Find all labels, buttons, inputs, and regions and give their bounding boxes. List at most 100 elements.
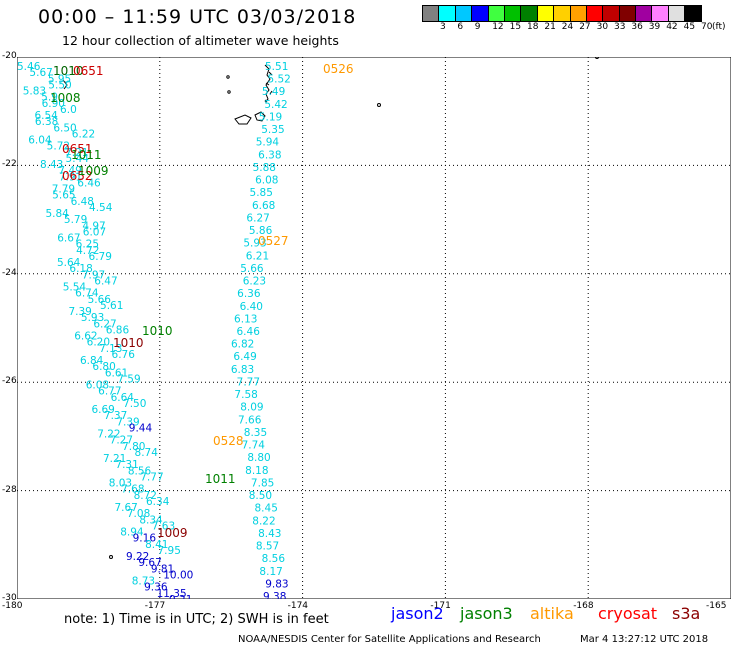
colorbar-label: 3: [440, 22, 446, 32]
colorbar-labels: 3 6 9 12 15 18 21 24 27 30 33 36 39 42 45 70: [422, 22, 740, 36]
y-axis-label: -28: [2, 484, 17, 495]
wave-height-label: 7.97: [82, 269, 105, 281]
wave-height-label: 4.54: [89, 202, 113, 214]
wave-height-label: 5.42: [264, 99, 287, 111]
wave-height-label: 10.00: [163, 569, 193, 581]
colorbar-label: 70: [701, 22, 713, 32]
wave-height-label: 6.46: [237, 326, 261, 338]
colorbar-label: 15: [509, 22, 522, 32]
y-axis-label: -24: [2, 267, 17, 278]
wave-height-label: 7.31: [115, 459, 138, 471]
map-plot: 5.465.675.955.505.835.96.906.06.546.386.…: [17, 57, 731, 599]
wave-height-label: 7.79: [52, 184, 75, 196]
wave-height-label: 5.19: [259, 111, 282, 123]
wave-height-label: 6.82: [231, 339, 254, 351]
wave-height-label: 6.38: [258, 149, 281, 161]
wave-height-label: 6.90: [42, 98, 65, 110]
wave-height-label: 5.66: [88, 294, 112, 306]
wave-height-label: 7.74: [242, 440, 266, 452]
wave-height-label: 7.50: [123, 398, 146, 410]
colorbar-swatch: [684, 5, 702, 22]
wave-height-label: 8.18: [245, 465, 268, 477]
wave-height-label: 5.9: [41, 92, 58, 104]
pass-time-label: 0651: [73, 64, 104, 78]
wave-height-label: 7.39: [68, 306, 91, 318]
wave-height-label: 6.79: [89, 251, 112, 263]
wave-height-label: 7.85: [251, 477, 274, 489]
wave-height-label: 8.09: [240, 402, 263, 414]
wave-height-label: 8.43: [40, 159, 63, 171]
wave-height-label: 5.84: [45, 208, 69, 220]
pass-time-label: 1011: [205, 472, 236, 486]
colorbar-label: 24: [561, 22, 574, 32]
colorbar-label: 30: [596, 22, 609, 32]
pass-time-label: 0528: [213, 434, 244, 448]
x-axis-label: -168: [573, 601, 594, 611]
wave-height-label: 5.51: [265, 61, 288, 73]
wave-height-label: 7.58: [234, 389, 257, 401]
wave-height-label: 4.97: [82, 220, 105, 232]
wave-height-label: 6.74: [75, 288, 99, 300]
colorbar-swatch: [487, 5, 505, 22]
wave-height-label: 6.08: [255, 175, 278, 187]
wave-height-label: 5.64: [57, 257, 81, 269]
colorbar-label: 12: [492, 22, 504, 32]
wave-height-label: 5.79: [64, 214, 87, 226]
wave-height-label: 8.57: [256, 541, 279, 553]
wave-height-label: 9.21: [169, 594, 192, 599]
colorbar-swatch: [667, 5, 686, 22]
y-axis-label: -20: [2, 51, 17, 61]
wave-height-label: 6.22: [72, 128, 95, 140]
x-axis-label: -180: [2, 601, 23, 611]
wave-height-label: 9.83: [265, 578, 288, 590]
page-title: 00:00 – 11:59 UTC 03/03/2018: [38, 6, 357, 28]
wave-height-label: 5.50: [48, 79, 71, 91]
wave-height-label: 9.67: [138, 557, 161, 569]
subtitle: 12 hour collection of altimeter wave hei…: [62, 33, 339, 48]
time-labels: 1010065110080651101106521009101010101009…: [50, 62, 354, 540]
wave-height-label: 7.08: [127, 508, 150, 520]
wave-height-label: 8.50: [249, 490, 272, 502]
wave-height-label: 5.52: [267, 74, 290, 86]
colorbar-swatch: [520, 5, 538, 22]
colorbar-swatch: [618, 5, 637, 22]
wave-height-label: 6.77: [98, 386, 121, 398]
wave-height-label: 6.76: [112, 349, 136, 361]
wave-height-label: 6.04: [28, 135, 52, 147]
wave-height-label: 6.38: [35, 116, 58, 128]
colorbar-unit: (ft): [712, 22, 726, 32]
colorbar-label: 18: [527, 22, 539, 32]
colorbar-swatch: [454, 5, 473, 22]
footer-credit: NOAA/NESDIS Center for Satellite Applica…: [238, 634, 541, 645]
colorbar-label: 45: [683, 22, 696, 32]
wave-height-label: 6.40: [240, 301, 263, 313]
satellite-altika: altika: [530, 604, 574, 623]
wave-height-label: 6.0: [60, 104, 77, 116]
satellite-cryosat: cryosat: [598, 604, 658, 623]
wave-height-label: 6.47: [94, 275, 117, 287]
wave-height-label: 6.69: [91, 404, 114, 416]
colorbar-swatch: [471, 5, 489, 22]
x-axis-label: -165: [706, 601, 727, 611]
wave-height-label: 8.80: [247, 452, 270, 464]
wave-height-label: 5.61: [100, 300, 123, 312]
wave-height-label: 5.88: [253, 162, 276, 174]
wave-height-label: 6.50: [53, 122, 76, 134]
wave-height-label: 5.93: [81, 312, 104, 324]
colorbar-label: 9: [474, 22, 481, 32]
wave-height-label: 5.46: [17, 61, 41, 73]
y-axis-label: -26: [2, 376, 17, 387]
wave-height-label: 9.38: [263, 591, 286, 599]
colorbar-swatch: [635, 5, 653, 22]
wave-height-label: 6.61: [105, 367, 128, 379]
pass-time-label: 1010: [113, 336, 144, 350]
wave-height-label: 6.13: [234, 313, 257, 325]
wave-height-label: 8.17: [259, 566, 282, 578]
wave-height-label: 5.72: [47, 141, 70, 153]
wave-height-label: 6.48: [71, 196, 94, 208]
wave-height-label: 6.07: [83, 226, 106, 238]
wave-height-label: 5.66: [240, 263, 264, 275]
wave-height-label: 7.21: [103, 453, 126, 465]
wave-height-label: 7.91: [59, 171, 82, 183]
wave-height-label: 9.22: [126, 551, 149, 563]
